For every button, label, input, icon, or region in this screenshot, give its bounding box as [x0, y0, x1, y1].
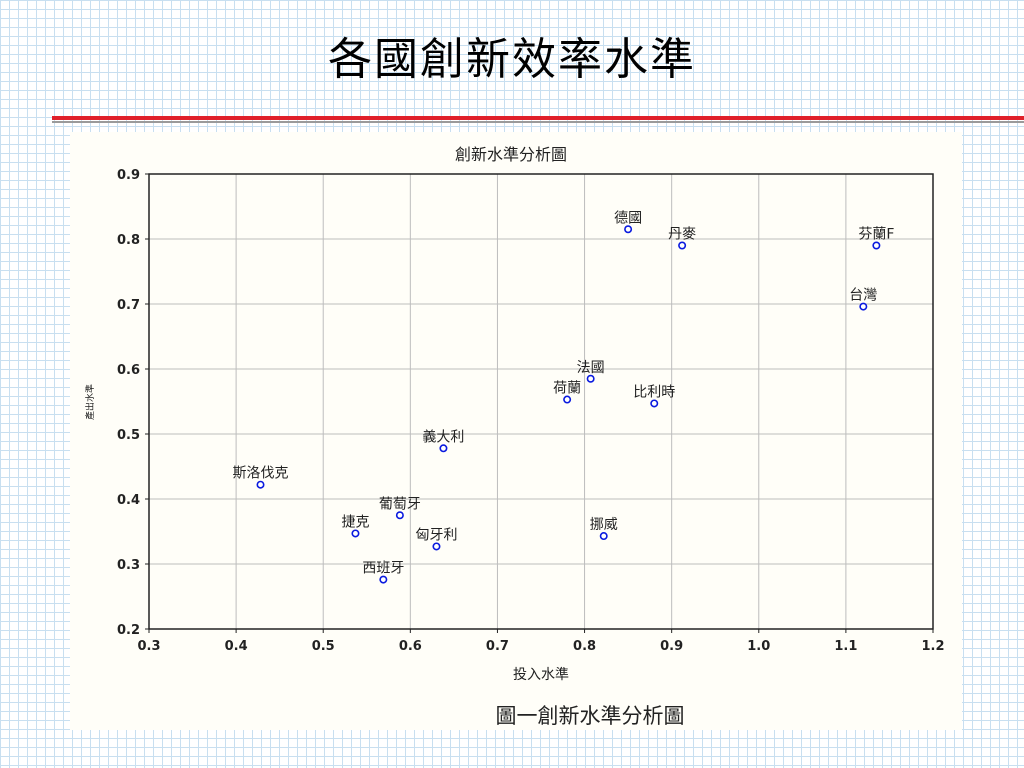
y-axis-ticks: 0.2 0.3 0.4 0.5 0.6 0.7 0.8 0.9 [117, 168, 149, 638]
point-label: 匈牙利 [415, 527, 457, 543]
y-tick-label: 0.6 [117, 363, 140, 378]
x-tick-label: 0.6 [399, 639, 422, 654]
data-point [599, 532, 608, 541]
x-axis-ticks: 0.3 0.4 0.5 0.6 0.7 0.8 0.9 1.0 1.1 1.2 [137, 629, 945, 654]
point-label: 比利時 [633, 384, 675, 400]
x-tick-label: 0.3 [137, 639, 160, 654]
data-point [650, 399, 659, 408]
data-point [351, 529, 360, 538]
data-point [379, 575, 388, 584]
x-tick-label: 0.4 [225, 639, 248, 654]
x-tick-label: 0.5 [312, 639, 335, 654]
y-axis-label: 產出水準 [84, 384, 96, 420]
x-tick-label: 0.9 [660, 639, 683, 654]
data-point [563, 395, 572, 404]
figure-caption: 圖一創新水準分析圖 [495, 704, 685, 728]
y-tick-label: 0.8 [117, 233, 140, 248]
data-point [859, 302, 868, 311]
x-tick-label: 0.7 [486, 639, 509, 654]
data-point [432, 542, 441, 551]
point-label: 荷蘭 [553, 381, 581, 397]
plot-frame [148, 173, 934, 630]
point-label: 德國 [614, 210, 642, 226]
point-label: 丹麥 [668, 227, 696, 243]
y-tick-label: 0.2 [117, 623, 140, 638]
point-label: 義大利 [422, 428, 464, 445]
data-point [439, 444, 448, 453]
x-tick-label: 1.2 [921, 639, 944, 654]
x-tick-label: 1.0 [747, 639, 770, 654]
point-label: 芬蘭F [858, 227, 894, 243]
slide-title: 各國創新效率水準 [328, 34, 696, 85]
y-tick-label: 0.9 [117, 168, 140, 183]
point-label: 葡萄牙 [379, 496, 421, 512]
y-tick-label: 0.4 [117, 493, 140, 508]
point-label: 法國 [577, 360, 605, 376]
point-label: 台灣 [849, 288, 877, 304]
chart-title: 創新水準分析圖 [455, 145, 567, 164]
title-underline-gray [52, 121, 1024, 123]
data-point [678, 241, 687, 250]
x-tick-label: 1.1 [834, 639, 857, 654]
chart-panel: 創新水準分析圖 0.3 0.4 0.5 0.6 0.7 0.8 0.9 1.0 1.1 1.2 0… [70, 132, 962, 730]
y-tick-label: 0.5 [117, 428, 140, 443]
point-label: 捷克 [341, 514, 369, 530]
data-point [395, 511, 404, 520]
point-label: 西班牙 [362, 561, 404, 577]
data-point [872, 241, 881, 250]
point-label: 斯洛伐克 [233, 466, 289, 482]
y-tick-label: 0.3 [117, 558, 140, 573]
scatter-chart: 創新水準分析圖 0.3 0.4 0.5 0.6 0.7 0.8 0.9 1.0 1.1 1.2 0… [84, 145, 945, 683]
x-tick-label: 0.8 [573, 639, 596, 654]
y-tick-label: 0.7 [117, 298, 140, 313]
title-underline-red [52, 116, 1024, 120]
data-point [624, 225, 633, 234]
grid-lines [149, 174, 933, 629]
x-axis-label: 投入水準 [513, 667, 569, 683]
data-point [586, 374, 595, 383]
point-label: 挪威 [590, 517, 618, 533]
data-point [256, 480, 265, 489]
